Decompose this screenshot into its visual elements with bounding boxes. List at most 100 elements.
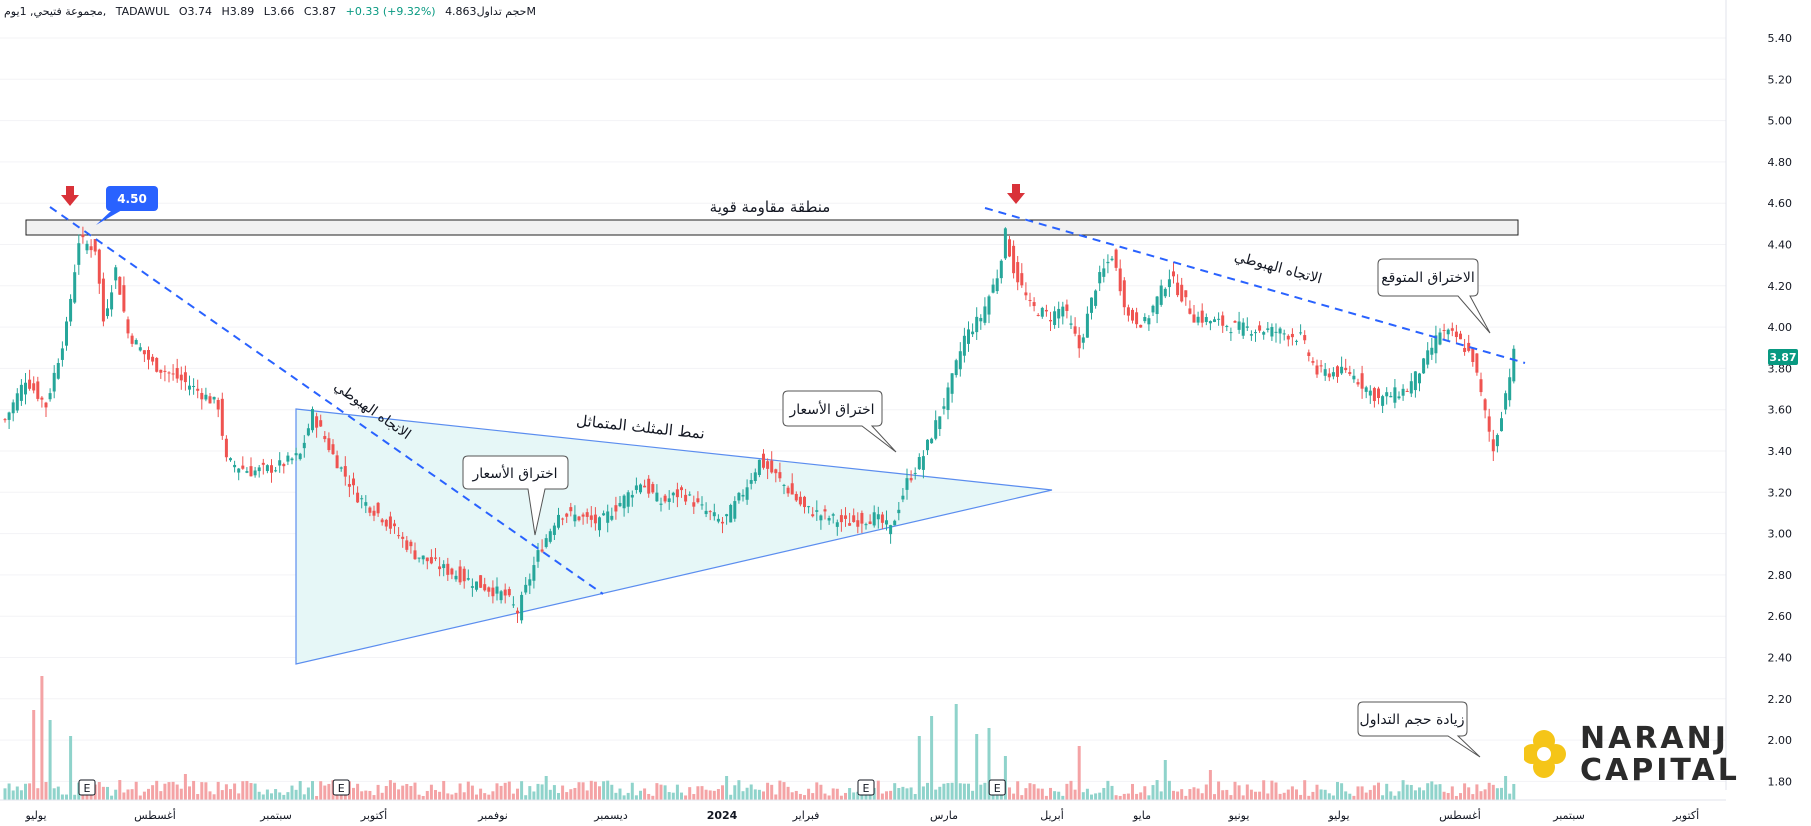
candle-body xyxy=(827,518,831,521)
volume-bar xyxy=(581,782,585,800)
volume-bar xyxy=(1434,784,1438,800)
volume-bar xyxy=(618,788,622,800)
candle-body xyxy=(622,495,626,509)
volume-bar xyxy=(839,795,843,800)
callout-expected-breakout[interactable]: الاختراق المتوقع xyxy=(1377,258,1491,334)
candle-body xyxy=(684,494,688,502)
volume-bar xyxy=(1241,795,1245,800)
volume-bar xyxy=(1098,792,1102,800)
volume-bar xyxy=(56,786,60,800)
candle-body xyxy=(1360,373,1364,389)
candle-body xyxy=(524,584,528,593)
candle-body xyxy=(454,575,458,580)
volume-bar xyxy=(1475,784,1479,800)
earnings-marker[interactable] xyxy=(78,779,96,796)
candle-body xyxy=(1192,314,1196,323)
price-tick-label: 3.00 xyxy=(1768,528,1793,541)
candle-body xyxy=(766,461,770,469)
volume-bar xyxy=(1319,789,1323,800)
earnings-marker[interactable] xyxy=(332,779,350,796)
candle-body xyxy=(89,246,93,251)
candle-body xyxy=(417,557,421,559)
volume-bar xyxy=(552,785,556,800)
symbol-name[interactable]: مجموعة فتيحي, 1يوم, xyxy=(4,5,107,18)
volume-bar xyxy=(749,784,753,800)
candle-body xyxy=(1348,372,1352,375)
volume-bar xyxy=(663,785,667,800)
candle-body xyxy=(860,512,864,524)
price-axis[interactable]: 5.40 5.20 5.00 4.80 4.60 4.40 4.20 4.00 3.80 3.60… xyxy=(1768,32,1793,788)
candle-body xyxy=(639,484,642,493)
volume-bar xyxy=(1315,784,1319,800)
candle-body xyxy=(938,416,942,430)
callout-volume[interactable]: زيادة حجم التداول xyxy=(1357,701,1481,758)
callout-breakout-2[interactable]: اختراق الأسعار xyxy=(782,390,897,453)
candle-body xyxy=(745,487,749,500)
candle-body xyxy=(1389,395,1393,398)
candle-body xyxy=(1397,396,1401,399)
open-value: O3.74 xyxy=(178,5,213,18)
volume-bar xyxy=(1167,780,1171,800)
callout-breakout-1[interactable]: اختراق الأسعار xyxy=(462,455,569,536)
last-price-tag[interactable]: 3.87 xyxy=(1768,349,1798,365)
volume-bar xyxy=(183,774,187,800)
downtrend-line-1[interactable] xyxy=(49,206,604,595)
candle-body xyxy=(475,581,478,590)
volume-bar xyxy=(946,783,950,800)
volume-bar xyxy=(1336,781,1339,800)
volume-bar xyxy=(233,783,237,800)
volume-bar xyxy=(1262,780,1266,800)
volume-bar xyxy=(634,795,638,800)
volume-bar xyxy=(278,792,282,800)
candle-body xyxy=(1479,379,1483,393)
candle-body xyxy=(327,438,331,451)
volume-bar xyxy=(1192,787,1196,800)
candle-body xyxy=(85,243,89,251)
volume-bar xyxy=(101,786,105,800)
volume-bar xyxy=(224,784,228,800)
resistance-zone[interactable] xyxy=(25,219,1519,236)
earnings-marker[interactable] xyxy=(988,779,1006,796)
earnings-marker[interactable] xyxy=(857,779,875,796)
candle-body xyxy=(1475,353,1479,373)
volume-bar xyxy=(1085,788,1089,800)
candle-body xyxy=(774,469,778,474)
volume-bar xyxy=(782,782,786,800)
price-tick-label: 2.80 xyxy=(1768,569,1793,582)
time-axis[interactable]: يوليو أغسطس سبتمبر أكتوبر نوفمبر ديسمبر 2024 فب… xyxy=(0,799,1726,822)
candle-body xyxy=(1020,273,1024,286)
volume-bar xyxy=(766,782,770,800)
candle-body xyxy=(138,347,142,351)
volume-bar xyxy=(1012,793,1016,800)
candle-body xyxy=(507,589,511,596)
candle-body xyxy=(212,396,216,400)
volume-bar xyxy=(179,788,183,800)
volume-bar xyxy=(405,784,409,800)
volume-bar xyxy=(774,794,778,800)
volume-bar xyxy=(520,781,524,800)
candle-body xyxy=(3,419,7,421)
candle-body xyxy=(647,478,651,494)
volume-bar xyxy=(729,794,733,800)
candle-body xyxy=(618,502,622,507)
volume-bar xyxy=(7,783,11,800)
resistance-price-badge[interactable]: 4.50 xyxy=(96,186,158,225)
volume-bar xyxy=(1356,786,1360,800)
candle-body xyxy=(1008,239,1011,257)
volume-bar xyxy=(220,790,224,800)
candle-body xyxy=(499,591,503,601)
candle-body xyxy=(626,492,630,507)
candle-body xyxy=(1315,365,1319,375)
volume-bar xyxy=(1446,793,1450,800)
candle-body xyxy=(958,351,962,370)
candle-body xyxy=(438,566,442,570)
candle-body xyxy=(1167,279,1171,288)
volume-bar xyxy=(1491,784,1495,800)
downtrend-line-2[interactable] xyxy=(984,207,1526,364)
candle-body xyxy=(1114,249,1118,268)
symmetrical-triangle[interactable] xyxy=(295,408,1053,665)
candle-body xyxy=(741,494,745,497)
candle-body xyxy=(721,521,724,524)
